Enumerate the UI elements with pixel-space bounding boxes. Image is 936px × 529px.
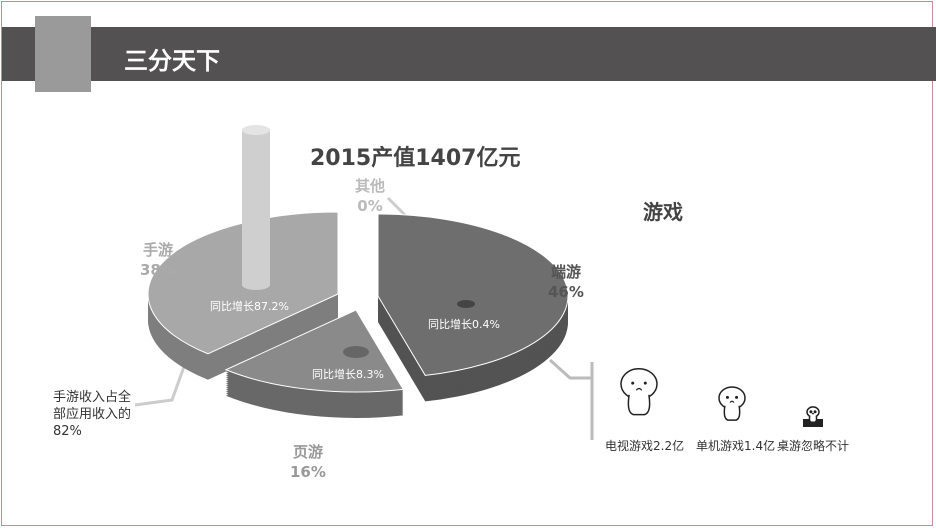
figure-pc-body bbox=[723, 405, 741, 421]
figure-board-head bbox=[806, 406, 820, 418]
marker-duanyou bbox=[457, 300, 475, 308]
growth-duanyou: 同比增长0.4% bbox=[428, 318, 500, 331]
figure-board-box bbox=[803, 419, 823, 427]
growth-cylinder bbox=[242, 130, 270, 285]
chart-title: 2015产值1407亿元 bbox=[310, 146, 521, 171]
figure-tv-head bbox=[620, 367, 658, 401]
pie-slice-页游 bbox=[224, 309, 405, 393]
figure-tv-eye bbox=[643, 381, 647, 385]
header-banner bbox=[2, 27, 936, 81]
growth-cylinder-base bbox=[242, 280, 270, 290]
figure-pc-eye bbox=[735, 395, 739, 399]
figure-pc-head bbox=[718, 386, 746, 410]
label-duanyou: 端游 46% bbox=[548, 263, 584, 301]
figure-board-eye bbox=[809, 410, 813, 414]
growth-cylinder-top bbox=[242, 125, 270, 135]
growth-yeyou: 同比增长8.3% bbox=[312, 368, 384, 381]
figure-pc-eye bbox=[725, 395, 729, 399]
figure-board-body bbox=[808, 415, 818, 423]
figure-board-mouth bbox=[811, 412, 815, 415]
header-tab bbox=[35, 16, 91, 92]
figure-tv-eye bbox=[631, 381, 635, 385]
mobile-share-note: 手游收入占全部应用收入的82% bbox=[53, 390, 132, 439]
label-other: 其他 0% bbox=[355, 177, 386, 215]
slide-title: 三分天下 bbox=[124, 47, 220, 75]
label-yeyou: 页游 16% bbox=[290, 443, 326, 481]
caption-board: 桌游忽略不计 bbox=[777, 439, 850, 453]
figure-tv-body bbox=[627, 394, 651, 416]
caption-pc: 单机游戏1.4亿 bbox=[696, 439, 776, 453]
figure-tv-mouth bbox=[635, 387, 643, 391]
pie-slice-端游 bbox=[377, 213, 569, 376]
caption-tv: 电视游戏2.2亿 bbox=[605, 439, 685, 453]
label-shouyou: 手游 38% bbox=[140, 241, 176, 279]
figure-pc-mouth bbox=[729, 400, 735, 403]
leader-others bbox=[548, 358, 592, 380]
side-title: 游戏 bbox=[643, 200, 683, 224]
figure-board-eye bbox=[813, 410, 817, 414]
growth-shouyou: 同比增长87.2% bbox=[210, 300, 289, 313]
marker-yeyou bbox=[343, 346, 369, 358]
